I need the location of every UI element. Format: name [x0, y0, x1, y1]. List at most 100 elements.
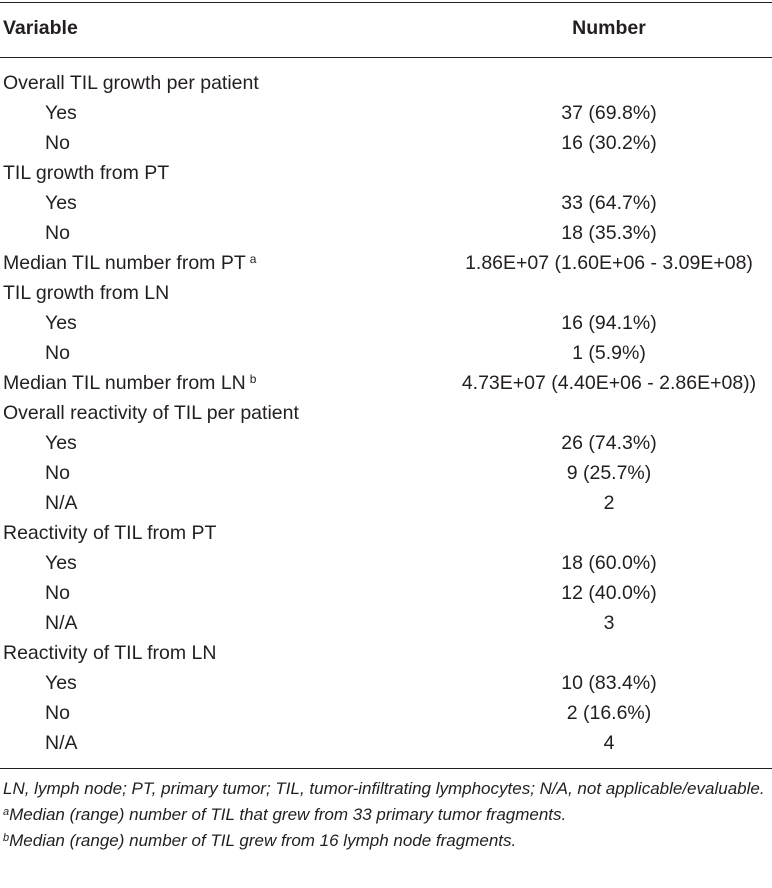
table-row: Median TIL number from PT a 1.86E+07 (1.60…	[0, 248, 772, 278]
table-row: Overall TIL growth per patient	[0, 68, 772, 98]
table-row: TIL growth from LN	[0, 278, 772, 308]
footnote-b-text: Median (range) number of TIL grew from 1…	[9, 831, 517, 850]
row-label: Yes	[45, 308, 77, 338]
row-label: Yes	[45, 98, 77, 128]
row-label: Yes	[45, 548, 77, 578]
footnote-marker: b	[249, 372, 257, 386]
footnote-abbreviations: LN, lymph node; PT, primary tumor; TIL, …	[3, 779, 765, 798]
row-label-text: No	[45, 222, 70, 244]
row-label: Reactivity of TIL from LN	[3, 638, 216, 668]
row-label: Overall TIL growth per patient	[3, 68, 259, 98]
table-row: No 18 (35.3%)	[0, 218, 772, 248]
table-row: No 12 (40.0%)	[0, 578, 772, 608]
row-label: No	[45, 458, 70, 488]
table-row: Yes 33 (64.7%)	[0, 188, 772, 218]
footnote-b: bMedian (range) number of TIL grew from …	[0, 828, 772, 854]
row-value: 10 (83.4%)	[561, 672, 657, 694]
footnote-a-marker: a	[3, 806, 10, 818]
table-header: Variable Number	[0, 14, 772, 44]
table-row: No 9 (25.7%)	[0, 458, 772, 488]
row-label-text: Overall TIL growth per patient	[3, 72, 259, 94]
row-label-text: Overall reactivity of TIL per patient	[3, 402, 299, 424]
row-value: 4.73E+07 (4.40E+06 - 2.86E+08))	[461, 372, 757, 394]
row-label-text: No	[45, 462, 70, 484]
row-value: 2	[603, 492, 615, 514]
header-rule	[0, 57, 772, 58]
row-value: 12 (40.0%)	[561, 582, 657, 604]
table-row: No 16 (30.2%)	[0, 128, 772, 158]
row-label: Yes	[45, 428, 77, 458]
row-label-text: No	[45, 582, 70, 604]
table-row: Reactivity of TIL from LN	[0, 638, 772, 668]
row-value: 1.86E+07 (1.60E+06 - 3.09E+08)	[465, 252, 753, 274]
table-row: Yes 16 (94.1%)	[0, 308, 772, 338]
row-label: TIL growth from PT	[3, 158, 169, 188]
table-row: N/A 3	[0, 608, 772, 638]
top-rule	[0, 2, 772, 3]
row-value: 18 (35.3%)	[561, 222, 657, 244]
row-label: N/A	[45, 608, 78, 638]
row-value: 16 (94.1%)	[561, 312, 657, 334]
row-label: Yes	[45, 188, 77, 218]
row-label: TIL growth from LN	[3, 278, 169, 308]
table-row: Yes 37 (69.8%)	[0, 98, 772, 128]
header-variable: Variable	[3, 17, 78, 39]
row-label-text: N/A	[45, 612, 78, 634]
table-row: Yes 10 (83.4%)	[0, 668, 772, 698]
table-row: Overall reactivity of TIL per patient	[0, 398, 772, 428]
row-label: Median TIL number from PT a	[3, 248, 256, 278]
footnote-a: aMedian (range) number of TIL that grew …	[0, 802, 772, 828]
row-value: 18 (60.0%)	[561, 552, 657, 574]
row-label-text: No	[45, 342, 70, 364]
row-label: No	[45, 698, 70, 728]
footnote-b-marker: b	[3, 832, 10, 844]
row-value: 3	[603, 612, 615, 634]
table-row: Median TIL number from LN b 4.73E+07 (4.40…	[0, 368, 772, 398]
row-label-text: Reactivity of TIL from PT	[3, 522, 217, 544]
table-body: Overall TIL growth per patient Yes 37 (69.…	[0, 68, 772, 758]
row-value: 37 (69.8%)	[561, 102, 657, 124]
table-row: Reactivity of TIL from PT	[0, 518, 772, 548]
row-label: N/A	[45, 488, 78, 518]
row-label: Median TIL number from LN b	[3, 368, 256, 398]
row-value: 33 (64.7%)	[561, 192, 657, 214]
row-label-text: Yes	[45, 672, 77, 694]
row-label-text: TIL growth from PT	[3, 162, 170, 184]
table-row: Yes 26 (74.3%)	[0, 428, 772, 458]
row-label-text: Median TIL number from PT	[3, 252, 246, 274]
footnote-a-text: Median (range) number of TIL that grew f…	[9, 805, 567, 824]
footnote-marker: a	[249, 252, 257, 266]
table-row: N/A 4	[0, 728, 772, 758]
row-label: No	[45, 218, 70, 248]
table-row: No 2 (16.6%)	[0, 698, 772, 728]
row-label-text: No	[45, 702, 70, 724]
row-label: No	[45, 578, 70, 608]
row-label: Yes	[45, 668, 77, 698]
row-value: 1 (5.9%)	[572, 342, 646, 364]
row-label: Overall reactivity of TIL per patient	[3, 398, 299, 428]
row-label-text: Yes	[45, 102, 77, 124]
row-label-text: Yes	[45, 552, 77, 574]
row-label-text: N/A	[45, 732, 78, 754]
row-label: No	[45, 128, 70, 158]
row-value: 9 (25.7%)	[566, 462, 652, 484]
row-label-text: Yes	[45, 312, 77, 334]
table-row: TIL growth from PT	[0, 158, 772, 188]
row-label-text: Reactivity of TIL from LN	[3, 642, 217, 664]
row-label-text: N/A	[45, 492, 78, 514]
footnotes: LN, lymph node; PT, primary tumor; TIL, …	[0, 776, 772, 854]
row-value: 2 (16.6%)	[566, 702, 652, 724]
row-label-text: Yes	[45, 432, 77, 454]
row-label: No	[45, 338, 70, 368]
row-value: 16 (30.2%)	[561, 132, 657, 154]
row-value: 26 (74.3%)	[561, 432, 657, 454]
row-value: 4	[603, 732, 615, 754]
header-number: Number	[572, 17, 646, 39]
row-label-text: TIL growth from LN	[3, 282, 170, 304]
row-label: N/A	[45, 728, 78, 758]
row-label-text: Yes	[45, 192, 77, 214]
row-label: Reactivity of TIL from PT	[3, 518, 216, 548]
table-row: No 1 (5.9%)	[0, 338, 772, 368]
table-row: N/A 2	[0, 488, 772, 518]
table-row: Yes 18 (60.0%)	[0, 548, 772, 578]
